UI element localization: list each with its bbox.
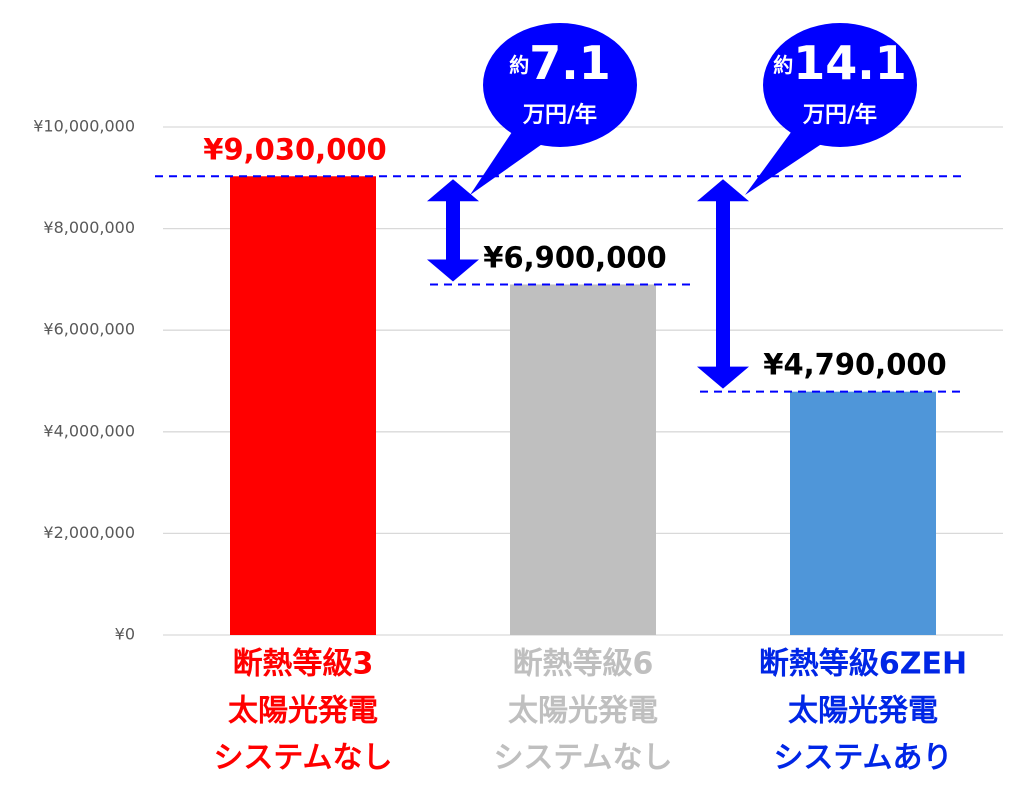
y-tick-label: ¥0 <box>115 625 135 644</box>
difference-arrow <box>427 179 479 282</box>
callout-amount: 約7.1 <box>509 36 611 90</box>
value-label: ¥9,030,000 <box>203 132 386 166</box>
callout-value: 7.1 <box>529 36 611 90</box>
bar <box>790 391 936 635</box>
callout-bubble <box>763 23 917 147</box>
bar <box>510 284 656 635</box>
callout-unit: 万円/年 <box>802 102 877 128</box>
callout: 約14.1 万円/年 <box>745 23 917 195</box>
x-tick-label: システムなし <box>493 741 672 776</box>
y-tick-label: ¥8,000,000 <box>43 218 135 237</box>
x-tick-label: 太陽光発電 <box>788 694 938 729</box>
y-tick-label: ¥4,000,000 <box>43 421 135 440</box>
x-tick-label: 断熱等級3 <box>233 647 374 682</box>
x-tick-label: 太陽光発電 <box>228 694 378 729</box>
callout-unit: 万円/年 <box>522 102 597 128</box>
x-tick-label: システムなし <box>213 741 392 776</box>
callout-amount: 約14.1 <box>773 36 907 90</box>
difference-arrow <box>697 179 749 389</box>
x-tick-label: 断熱等級6 <box>513 647 654 682</box>
x-tick-label: システムあり <box>773 741 952 776</box>
value-label: ¥6,900,000 <box>483 240 666 274</box>
callout-prefix: 約 <box>509 53 529 77</box>
callout: 約7.1 万円/年 <box>470 23 637 195</box>
y-tick-label: ¥10,000,000 <box>33 117 135 136</box>
bar <box>230 176 376 635</box>
value-label: ¥4,790,000 <box>763 348 946 382</box>
callout-prefix: 約 <box>773 53 793 77</box>
y-tick-label: ¥6,000,000 <box>43 320 135 339</box>
x-tick-label: 太陽光発電 <box>508 694 658 729</box>
y-tick-label: ¥2,000,000 <box>43 523 135 542</box>
callout-value: 14.1 <box>793 36 907 90</box>
x-tick-label: 断熱等級6ZEH <box>759 647 967 682</box>
callout-bubble <box>483 23 637 147</box>
